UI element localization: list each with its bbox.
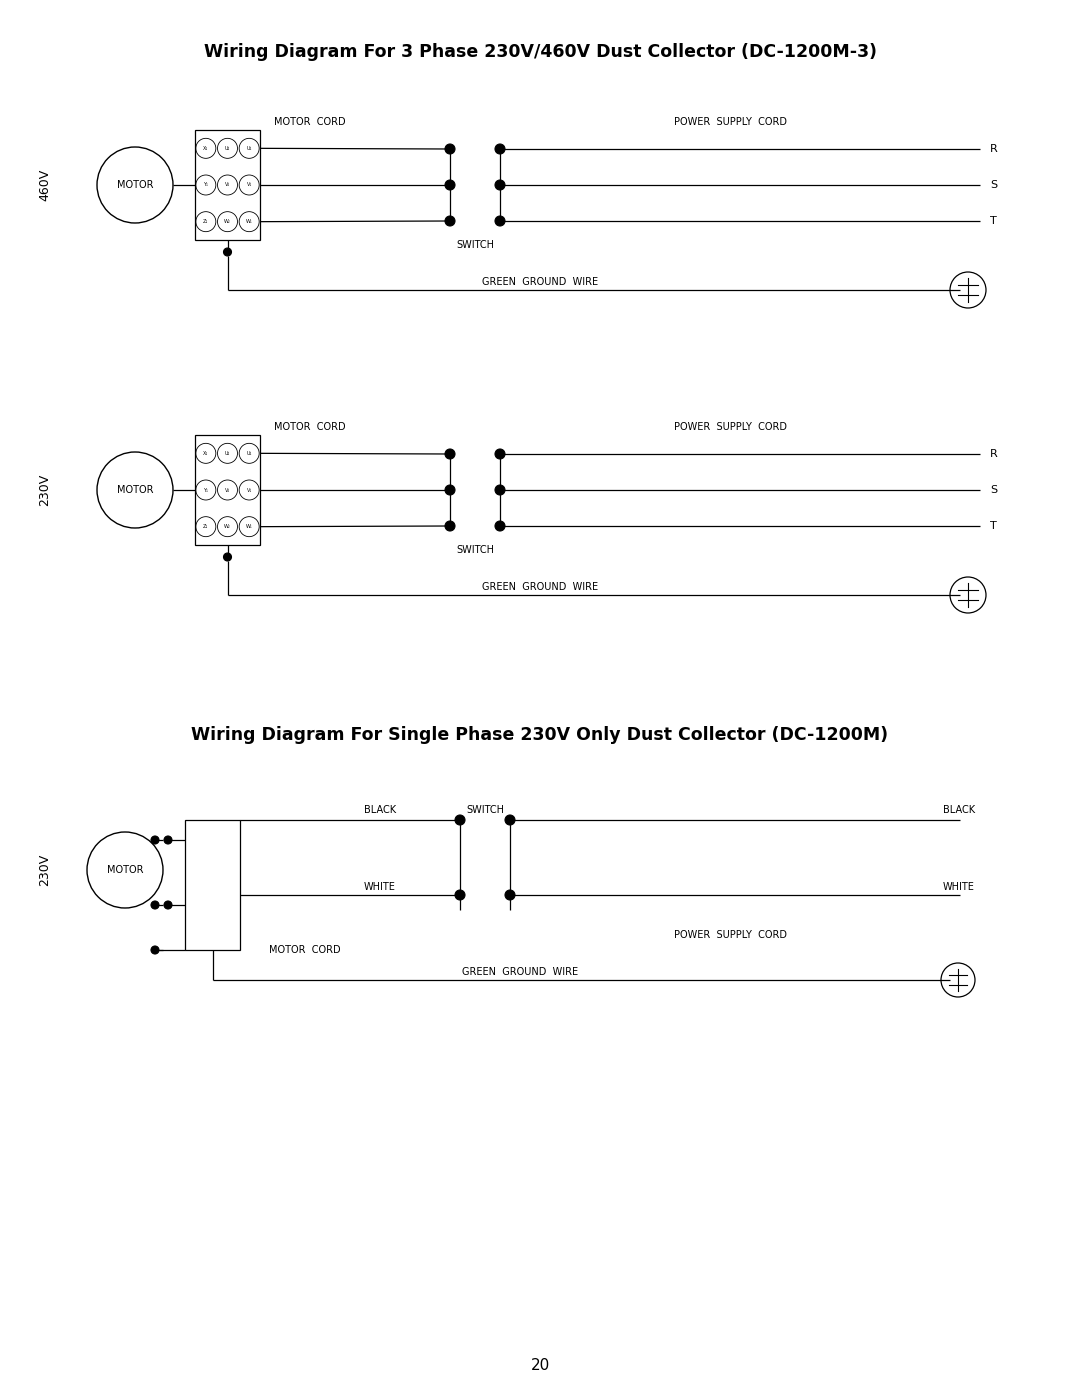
Text: MOTOR  CORD: MOTOR CORD: [274, 422, 346, 432]
Circle shape: [151, 835, 159, 844]
Circle shape: [455, 814, 465, 826]
Circle shape: [495, 144, 505, 154]
Circle shape: [495, 485, 505, 495]
Text: 230V: 230V: [39, 854, 52, 886]
Text: Wiring Diagram For 3 Phase 230V/460V Dust Collector (DC-1200M-3): Wiring Diagram For 3 Phase 230V/460V Dus…: [203, 43, 877, 61]
Circle shape: [495, 217, 505, 226]
Text: Y₁: Y₁: [203, 183, 208, 187]
Text: V₂: V₂: [225, 183, 230, 187]
Circle shape: [445, 217, 455, 226]
Text: 230V: 230V: [39, 474, 52, 506]
Text: S: S: [990, 485, 997, 495]
Circle shape: [505, 814, 515, 826]
Text: MOTOR: MOTOR: [117, 485, 153, 495]
Text: U₂: U₂: [225, 451, 230, 455]
Circle shape: [164, 835, 172, 844]
Circle shape: [445, 521, 455, 531]
Text: Z₁: Z₁: [203, 524, 208, 529]
Circle shape: [505, 890, 515, 900]
Bar: [195, 130, 260, 240]
Text: V₁: V₁: [246, 183, 252, 187]
Text: MOTOR: MOTOR: [117, 180, 153, 190]
Text: 460V: 460V: [39, 169, 52, 201]
Circle shape: [495, 180, 505, 190]
Text: GREEN  GROUND  WIRE: GREEN GROUND WIRE: [482, 583, 598, 592]
Circle shape: [445, 144, 455, 154]
Text: MOTOR: MOTOR: [107, 865, 144, 875]
Text: MOTOR  CORD: MOTOR CORD: [269, 944, 341, 956]
Text: V₂: V₂: [225, 488, 230, 493]
Text: X₁: X₁: [203, 145, 208, 151]
Text: W₁: W₁: [246, 524, 253, 529]
Circle shape: [495, 448, 505, 460]
Text: R: R: [990, 448, 998, 460]
Circle shape: [164, 901, 172, 909]
Circle shape: [445, 180, 455, 190]
Text: Z₁: Z₁: [203, 219, 208, 224]
Text: R: R: [990, 144, 998, 154]
Text: Wiring Diagram For Single Phase 230V Only Dust Collector (DC-1200M): Wiring Diagram For Single Phase 230V Onl…: [191, 726, 889, 745]
Circle shape: [224, 553, 231, 562]
Text: U₁: U₁: [246, 451, 252, 455]
Circle shape: [151, 946, 159, 954]
Text: U₁: U₁: [246, 145, 252, 151]
Text: WHITE: WHITE: [364, 882, 396, 893]
Text: GREEN  GROUND  WIRE: GREEN GROUND WIRE: [482, 277, 598, 286]
Text: V₁: V₁: [246, 488, 252, 493]
Text: BLACK: BLACK: [364, 805, 396, 814]
Circle shape: [495, 521, 505, 531]
Text: SWITCH: SWITCH: [465, 805, 504, 814]
Text: WHITE: WHITE: [943, 882, 975, 893]
Text: U₂: U₂: [225, 145, 230, 151]
Circle shape: [151, 901, 159, 909]
Text: W₂: W₂: [225, 524, 231, 529]
Text: Y₁: Y₁: [203, 488, 208, 493]
Circle shape: [455, 890, 465, 900]
Circle shape: [445, 448, 455, 460]
Bar: [185, 820, 240, 950]
Text: W₁: W₁: [246, 219, 253, 224]
Text: GREEN  GROUND  WIRE: GREEN GROUND WIRE: [462, 967, 578, 977]
Text: BLACK: BLACK: [943, 805, 975, 814]
Text: X₁: X₁: [203, 451, 208, 455]
Text: S: S: [990, 180, 997, 190]
Text: POWER  SUPPLY  CORD: POWER SUPPLY CORD: [674, 422, 786, 432]
Circle shape: [445, 485, 455, 495]
Circle shape: [224, 249, 231, 256]
Text: POWER  SUPPLY  CORD: POWER SUPPLY CORD: [674, 117, 786, 127]
Bar: [195, 434, 260, 545]
Text: 20: 20: [530, 1358, 550, 1372]
Text: SWITCH: SWITCH: [456, 545, 494, 555]
Text: SWITCH: SWITCH: [456, 240, 494, 250]
Text: W₂: W₂: [225, 219, 231, 224]
Text: MOTOR  CORD: MOTOR CORD: [274, 117, 346, 127]
Text: POWER  SUPPLY  CORD: POWER SUPPLY CORD: [674, 930, 786, 940]
Text: T: T: [990, 217, 997, 226]
Text: T: T: [990, 521, 997, 531]
